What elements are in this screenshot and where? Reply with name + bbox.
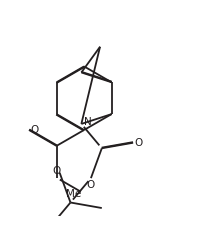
Text: O: O [31,125,39,135]
Text: N: N [84,117,91,127]
Text: O: O [135,138,143,148]
Text: O: O [87,180,95,190]
Text: O: O [52,166,61,176]
Text: Me: Me [66,189,81,199]
